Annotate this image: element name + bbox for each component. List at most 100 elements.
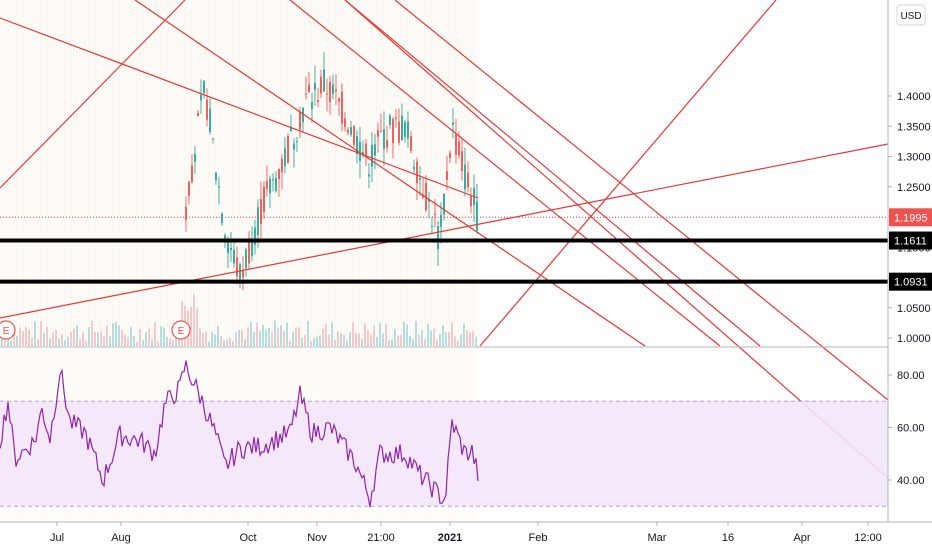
candle-body (263, 186, 265, 213)
candle-body (359, 141, 361, 162)
candle-body (395, 117, 397, 119)
candle-body (290, 126, 292, 132)
candle-body (326, 93, 328, 95)
currency-button[interactable] (896, 4, 926, 26)
candle-body (311, 102, 313, 110)
candle-body (338, 98, 340, 102)
trendline (0, 0, 186, 189)
candle-body (257, 207, 259, 236)
candle-body (248, 238, 250, 264)
candle-body (371, 144, 373, 167)
candle-body (440, 214, 442, 227)
currency-label: USD (900, 11, 921, 22)
candle-body (194, 153, 196, 162)
candle-body (437, 226, 439, 250)
candle-body (323, 69, 325, 92)
time-tick-label: Nov (307, 532, 327, 544)
candle-body (449, 152, 451, 158)
candle-body (434, 213, 436, 216)
time-tick-label: 21:00 (367, 532, 395, 544)
candle-body (380, 131, 382, 133)
earnings-marker[interactable] (171, 320, 191, 340)
candle-body (197, 113, 199, 117)
candle-body (386, 140, 388, 148)
candle-body (275, 178, 277, 191)
earnings-marker-label: E (178, 326, 185, 337)
candle-body (428, 199, 430, 202)
candle-body (296, 141, 298, 143)
candle-body (245, 249, 247, 269)
candle-body (203, 80, 205, 94)
price-labels: 1.1995 1.1611 1.0931 (889, 208, 932, 291)
candle-body (356, 136, 358, 155)
candle-body (332, 84, 334, 94)
last-price-badge (889, 208, 932, 227)
price-tick-label: 1.3500 (897, 121, 931, 133)
candle-body (422, 194, 424, 198)
candle-body (383, 129, 385, 149)
earnings-marker[interactable] (0, 320, 16, 340)
level-badge (889, 272, 932, 291)
candle-body (329, 82, 331, 103)
candle-body (191, 165, 193, 182)
candle-body (308, 84, 310, 93)
candle-body (365, 143, 367, 158)
price-tick-label: 1.0500 (897, 303, 931, 315)
time-tick-label: 2021 (438, 532, 462, 544)
candle-body (377, 130, 379, 137)
candle-body (350, 127, 352, 135)
candle-body (419, 178, 421, 180)
candle-body (344, 118, 346, 127)
candle-body (200, 94, 202, 101)
candle-body (287, 135, 289, 164)
rsi-panel (0, 346, 932, 508)
candle-body (416, 161, 418, 183)
candle-body (317, 100, 319, 103)
candle-body (299, 111, 301, 130)
candle-body (266, 180, 268, 189)
trendline (344, 0, 761, 347)
rsi-tick-label: 40.00 (897, 475, 925, 487)
candle-body (407, 121, 409, 139)
candle-body (401, 115, 403, 141)
trendline (134, 0, 646, 347)
candle-body (320, 76, 322, 94)
candle-body (374, 144, 376, 156)
rsi-band (0, 401, 888, 507)
candle-body (413, 166, 415, 170)
time-tick-label: 12:00 (854, 532, 882, 544)
level-label: 1.0931 (894, 277, 928, 289)
rsi-tick-label: 80.00 (897, 370, 925, 382)
candle-body (230, 247, 232, 250)
candle-body (305, 93, 307, 95)
candle-body (281, 158, 283, 173)
time-tick-label: Jul (50, 532, 64, 544)
candle-body (221, 213, 223, 224)
trendline (289, 0, 721, 347)
candle-body (278, 168, 280, 180)
time-tick-label: Aug (111, 532, 131, 544)
time-tick-label: Mar (648, 532, 667, 544)
candle-body (314, 83, 316, 90)
time-tick-label: Feb (529, 532, 548, 544)
candle-body (236, 257, 238, 277)
candle-body (467, 172, 469, 188)
candle-body (425, 182, 427, 211)
candle-body (188, 181, 190, 196)
candle-body (464, 164, 466, 190)
trendline (0, 143, 889, 319)
candle-body (335, 89, 337, 92)
trendline (479, 0, 777, 347)
candle-body (362, 151, 364, 156)
candle-body (461, 151, 463, 172)
candle-body (458, 141, 460, 156)
candle-body (398, 121, 400, 143)
candle-body (242, 270, 244, 278)
rsi-line (0, 360, 479, 508)
candle-body (206, 99, 208, 120)
candle-body (260, 199, 262, 224)
candle-body (185, 206, 187, 220)
time-tick-label: Oct (239, 532, 256, 544)
trendlines (0, 0, 889, 479)
